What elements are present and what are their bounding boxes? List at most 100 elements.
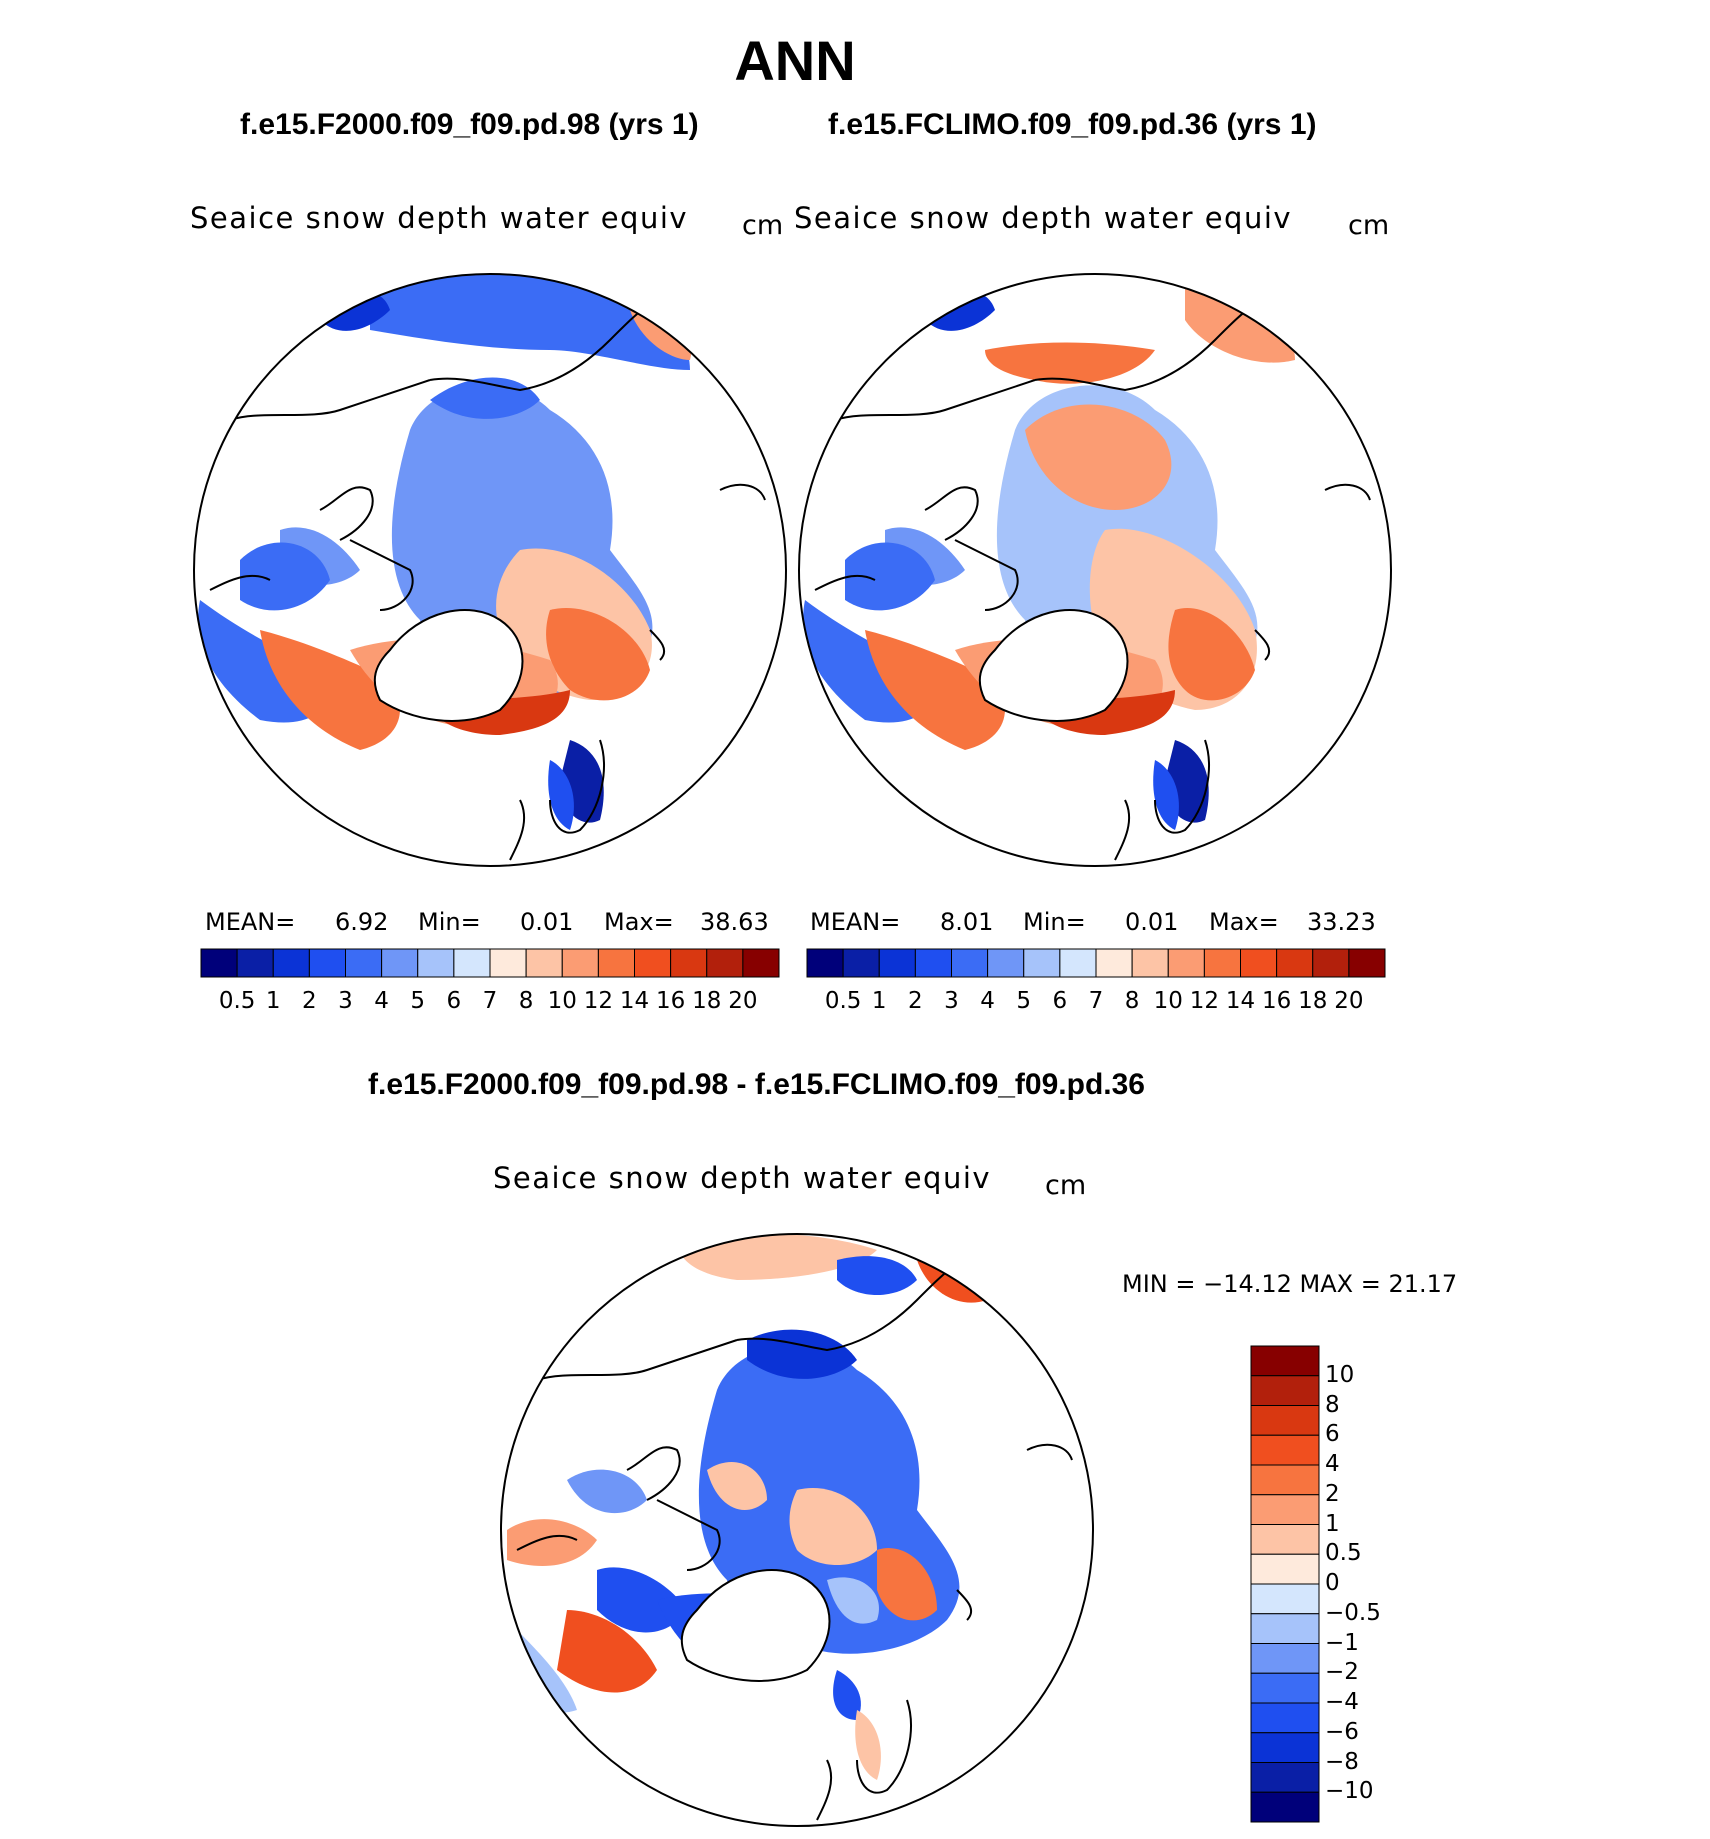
- panel-1-colorbar-swatch: [489, 948, 527, 978]
- panel-2-colorbar-tick-label: 3: [944, 988, 959, 1014]
- panel-2-mean-label: MEAN=: [810, 908, 901, 936]
- panel-2-colorbar-swatch: [1131, 948, 1169, 978]
- diff-colorbar-swatch: [1250, 1494, 1320, 1525]
- panel-1-variable-label: Seaice snow depth water equiv: [190, 201, 689, 235]
- panel-1-polar-map: [193, 273, 787, 867]
- panel-1-colorbar-swatch: [561, 948, 599, 978]
- panel-2-colorbar-tick-label: 5: [1016, 988, 1032, 1014]
- panel-2-colorbar-swatch: [806, 948, 844, 978]
- panel-1-colorbar-tick-label: 20: [728, 988, 758, 1014]
- diff-colorbar-swatch: [1250, 1762, 1320, 1793]
- diff-colorbar-swatch: [1250, 1405, 1320, 1436]
- panel-1-colorbar-tick-label: 7: [482, 988, 498, 1014]
- diff-variable-label: Seaice snow depth water equiv: [493, 1161, 992, 1195]
- panel-1-mean-value: 6.92: [335, 908, 389, 936]
- diff-colorbar-swatch: [1250, 1672, 1320, 1704]
- panel-1-colorbar-tick-label: 5: [410, 988, 426, 1014]
- diff-colorbar-tick-label: 4: [1325, 1451, 1340, 1477]
- diff-colorbar-swatch: [1250, 1732, 1320, 1763]
- panel-2-colorbar-swatch: [1348, 948, 1386, 978]
- panel-2-colorbar-tick-label: 7: [1088, 988, 1104, 1014]
- diff-colorbar-tick-label: 1: [1325, 1510, 1340, 1537]
- panel-2-unit-label: cm: [1348, 210, 1390, 241]
- diff-polar-map: [500, 1233, 1094, 1827]
- panel-2-colorbar-swatch: [1023, 948, 1061, 978]
- diff-colorbar-tick-label: −6: [1325, 1718, 1359, 1745]
- diff-colorbar: [1250, 1345, 1320, 1823]
- panel-1-min-label: Min=: [418, 908, 481, 936]
- panel-1-colorbar-swatch: [272, 948, 310, 978]
- diff-colorbar-ticks: 10 8 6 4 2 1 0.5 0 −0.5 −1 −2 −4 −6 −8 −10: [1325, 1345, 1415, 1825]
- panel-1-max-value: 38.63: [700, 908, 769, 936]
- diff-unit-label: cm: [1045, 1170, 1087, 1201]
- diff-colorbar-swatch: [1250, 1791, 1320, 1823]
- panel-1-colorbar-swatch: [525, 948, 563, 978]
- panel-2-colorbar-tick-label: 0.5: [824, 988, 862, 1014]
- diff-colorbar-swatch: [1250, 1524, 1320, 1555]
- diff-colorbar-swatch: [1250, 1375, 1320, 1406]
- panel-2-colorbar-swatch: [951, 948, 989, 978]
- panel-2-mean-value: 8.01: [940, 908, 994, 936]
- panel-2-colorbar-swatch: [1203, 948, 1241, 978]
- diff-colorbar-swatch: [1250, 1702, 1320, 1734]
- panel-2-colorbar-swatch: [1095, 948, 1133, 978]
- diff-colorbar-tick-label: 8: [1325, 1391, 1340, 1418]
- panel-1-min-value: 0.01: [520, 908, 574, 936]
- panel-2-colorbar-tick-label: 12: [1189, 988, 1220, 1014]
- diff-colorbar-swatch: [1250, 1464, 1320, 1496]
- panel-2-variable-label: Seaice snow depth water equiv: [794, 201, 1293, 235]
- panel-2-min-value: 0.01: [1125, 908, 1179, 936]
- diff-colorbar-tick-label: −8: [1325, 1748, 1359, 1775]
- panel-2-colorbar-tick-label: 6: [1052, 988, 1068, 1014]
- panel-1-colorbar-swatch: [670, 948, 708, 978]
- diff-colorbar-swatch: [1250, 1583, 1320, 1615]
- panel-2-colorbar-swatch: [1312, 948, 1350, 978]
- panel-2-colorbar-swatch: [842, 948, 880, 978]
- panel-1-colorbar-tick-label: 0.5: [218, 988, 256, 1014]
- panel-1-max-label: Max=: [604, 908, 674, 936]
- diff-colorbar-swatch: [1250, 1643, 1320, 1674]
- panel-1-colorbar-tick-label: 10: [547, 988, 577, 1014]
- panel-2-colorbar-tick-label: 1: [871, 988, 887, 1014]
- panel-1-colorbar-tick-label: 16: [655, 988, 686, 1014]
- panel-2-colorbar-tick-label: 4: [980, 988, 995, 1014]
- panel-1-colorbar-tick-label: 12: [583, 988, 614, 1014]
- panel-1-unit-label: cm: [742, 210, 784, 241]
- diff-case-title: f.e15.F2000.f09_f09.pd.98 - f.e15.FCLIMO…: [368, 1068, 1145, 1101]
- panel-2-max-value: 33.23: [1307, 908, 1376, 936]
- panel-1-colorbar-swatch: [345, 948, 383, 978]
- diff-colorbar-swatch: [1250, 1613, 1320, 1644]
- panel-2-colorbar-swatch: [1276, 948, 1314, 978]
- panel-2-colorbar-swatch: [1059, 948, 1097, 978]
- panel-2-colorbar-swatch: [1167, 948, 1205, 978]
- diff-colorbar-tick-label: 2: [1325, 1480, 1340, 1507]
- panel-1-colorbar-tick-label: 18: [692, 988, 722, 1014]
- diff-colorbar-swatch: [1250, 1434, 1320, 1466]
- diff-colorbar-tick-label: −2: [1325, 1659, 1359, 1686]
- panel-1-colorbar: [200, 948, 780, 978]
- panel-1-colorbar-swatch: [417, 948, 455, 978]
- diff-colorbar-tick-label: −10: [1325, 1778, 1374, 1805]
- panel-2-colorbar-ticks: 0.5 1 2 3 4 5 6 7 8 10 12 14 16 18 20: [806, 988, 1386, 1018]
- diff-colorbar-tick-label: 6: [1325, 1421, 1340, 1448]
- panel-1-colorbar-swatch: [453, 948, 491, 978]
- panel-1-case-title: f.e15.F2000.f09_f09.pd.98 (yrs 1): [240, 108, 699, 141]
- panel-2-colorbar-swatch: [987, 948, 1025, 978]
- panel-1-colorbar-ticks: 0.5 1 2 3 4 5 6 7 8 10 12 14 16 18 20: [200, 988, 780, 1018]
- diff-colorbar-tick-label: 10: [1325, 1361, 1355, 1388]
- panel-1-mean-label: MEAN=: [205, 908, 296, 936]
- panel-1-colorbar-swatch: [706, 948, 744, 978]
- panel-1-colorbar-swatch: [381, 948, 419, 978]
- panel-1-colorbar-swatch: [634, 948, 672, 978]
- panel-1-colorbar-swatch: [597, 948, 635, 978]
- panel-2-colorbar-tick-label: 10: [1153, 988, 1183, 1014]
- panel-1-colorbar-swatch: [236, 948, 274, 978]
- diff-colorbar-tick-label: −0.5: [1325, 1599, 1381, 1626]
- diff-minmax-text: MIN = −14.12 MAX = 21.17: [1122, 1270, 1458, 1298]
- panel-1-colorbar-tick-label: 14: [619, 988, 650, 1014]
- diff-colorbar-tick-label: −4: [1325, 1689, 1359, 1715]
- panel-2-colorbar-swatch: [878, 948, 916, 978]
- panel-2-min-label: Min=: [1023, 908, 1086, 936]
- diff-colorbar-tick-label: −1: [1325, 1629, 1359, 1656]
- panel-1-colorbar-swatch: [308, 948, 346, 978]
